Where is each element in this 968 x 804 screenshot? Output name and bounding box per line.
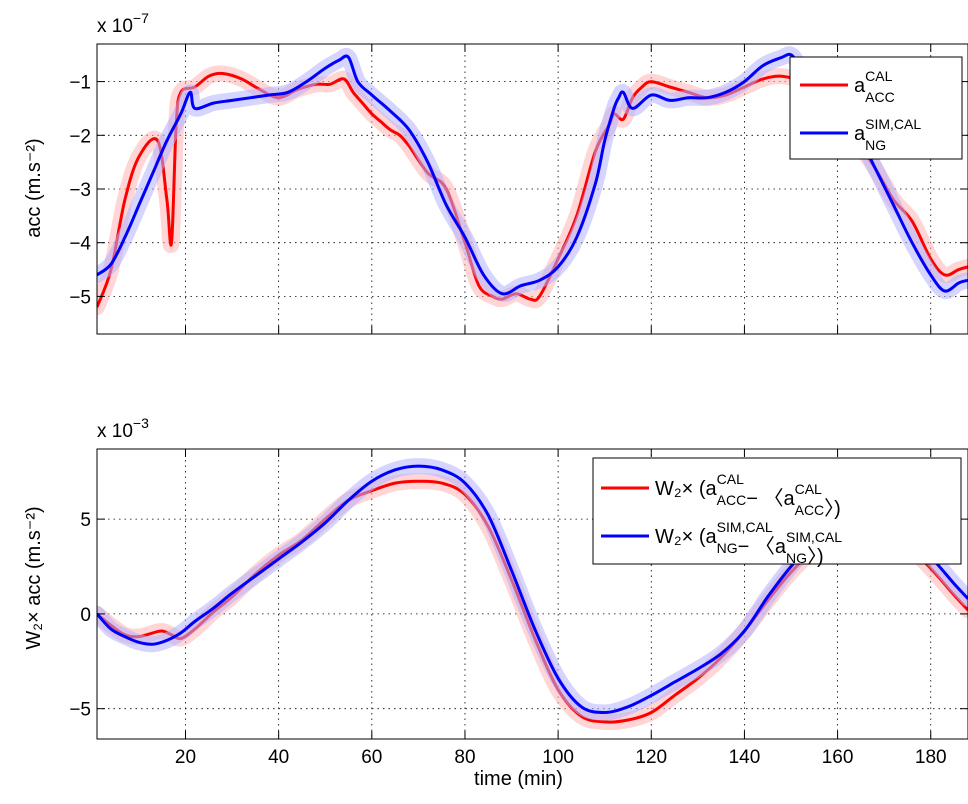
y-axis-label: W₂× acc (m.s⁻²) (23, 506, 45, 649)
axis-multiplier: x 10−3 (97, 415, 149, 442)
y-tick-label: −2 (69, 126, 91, 147)
y-tick-label: −5 (69, 287, 91, 308)
x-tick-label: 60 (361, 747, 382, 768)
x-tick-label: 120 (635, 747, 667, 768)
x-tick-label: 100 (542, 747, 574, 768)
legend-box (592, 457, 962, 565)
x-tick-label: 20 (175, 747, 196, 768)
x-tick-label: 80 (454, 747, 475, 768)
chart-panel-2: 20 40 60 80 100 120 140 160 180 −5 0 5 x 10−3 W₂× acc… (23, 415, 968, 790)
x-tick-label: 180 (915, 747, 947, 768)
x-tick-label: 160 (822, 747, 854, 768)
y-tick-label: −1 (69, 73, 91, 94)
y-tick-label: −5 (69, 700, 91, 721)
x-tick-label: 140 (729, 747, 761, 768)
axes-frame (96, 448, 968, 740)
x-axis-label: time (min) (474, 768, 563, 790)
legend-label-2: aSIM,CAL NG (854, 116, 921, 153)
y-tick-label: 0 (80, 605, 91, 626)
y-tick-label: −4 (69, 234, 91, 255)
legend: W₂× (aCAL ACC− 〈aCAL ACC〉)W₂× (aSIM,CAL NG−… (592, 457, 962, 568)
chart-panel-1: −5 −4 −3 −2 −1 x 10−7 acc (m.s⁻²) aCAL ACC aSIM,C… (23, 10, 968, 335)
y-tick-label: −3 (69, 180, 91, 201)
legend-label-2: W₂× (aSIM,CAL NG− 〈aSIM,CAL NG〉) (655, 519, 842, 568)
legend: aCAL ACC aSIM,CAL NG (789, 56, 963, 160)
axis-multiplier: x 10−7 (97, 10, 149, 37)
legend-label-1: W₂× (aCAL ACC− 〈aCAL ACC〉) (655, 471, 841, 520)
legend-box (789, 56, 963, 160)
y-tick-label: 5 (80, 510, 91, 531)
x-tick-label: 40 (268, 747, 289, 768)
y-axis-label: acc (m.s⁻²) (23, 138, 45, 237)
legend-label-1: aCAL ACC (854, 68, 895, 105)
